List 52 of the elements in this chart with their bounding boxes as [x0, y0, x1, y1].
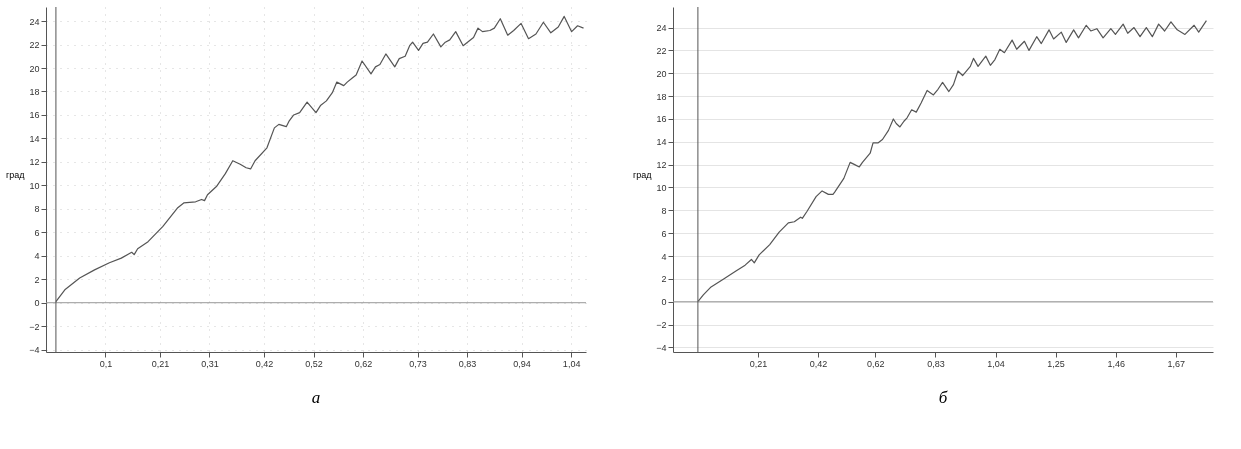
x-tick-label: 1,04 [562, 358, 581, 369]
y-tick-label: 16 [29, 110, 40, 121]
y-tick-label: 8 [34, 204, 40, 215]
x-tick-label: 0,83 [927, 358, 945, 369]
y-tick-label: 20 [29, 63, 40, 74]
y-tick-label: 14 [29, 133, 40, 144]
x-tick-label: 1,67 [1167, 358, 1186, 369]
y-tick-label: 10 [656, 183, 667, 193]
y-tick-label: 22 [656, 45, 667, 56]
y-tick-label: 4 [661, 251, 667, 262]
y-tick-label: −2 [29, 321, 40, 332]
x-tick-label: 0,62 [354, 358, 373, 369]
x-tick-label: 0,83 [458, 358, 477, 369]
y-axis-title: град [632, 170, 653, 180]
x-tick-label: 1,46 [1107, 358, 1125, 369]
x-tick-label: 0,42 [255, 358, 274, 369]
y-tick-label: 8 [661, 205, 667, 216]
y-tick-label: 12 [656, 160, 667, 171]
x-tick-label: 0,1 [99, 358, 113, 369]
y-tick-label: 12 [29, 157, 40, 168]
y-tick-label: 0 [661, 297, 667, 308]
x-tick-label: 0,52 [305, 358, 323, 369]
x-tick-label: 0,62 [867, 358, 885, 369]
y-tick-label: −2 [656, 320, 667, 331]
y-tick-label: 10 [29, 180, 40, 191]
y-tick-label: 18 [29, 86, 40, 97]
y-tick-label: 2 [34, 274, 40, 285]
y-tick-label: 14 [656, 137, 667, 148]
x-tick-label: 1,25 [1047, 358, 1065, 369]
x-tick-label: 0,21 [749, 358, 768, 369]
x-tick-label: 0,94 [513, 358, 531, 369]
y-tick-label: −4 [29, 345, 40, 356]
y-tick-label: 16 [656, 114, 667, 125]
text: а [311, 388, 321, 407]
x-tick-label: 1,04 [987, 358, 1005, 369]
x-tick-label: 0,73 [409, 358, 427, 369]
x-tick-label: 0,42 [809, 358, 828, 369]
y-tick-label: 20 [656, 68, 667, 79]
y-tick-label: 18 [656, 91, 667, 102]
x-tick-label: 0,31 [201, 358, 219, 369]
y-tick-label: 6 [661, 228, 667, 239]
y-tick-label: 24 [656, 23, 667, 34]
y-axis-title: град [5, 170, 26, 180]
y-tick-label: 2 [661, 274, 667, 285]
x-tick-label: 0,21 [151, 358, 170, 369]
y-tick-label: 22 [29, 40, 40, 51]
text: б [938, 388, 948, 407]
y-tick-label: 4 [34, 251, 40, 262]
y-tick-label: 24 [29, 16, 40, 27]
y-tick-label: 6 [34, 227, 40, 238]
y-tick-label: −4 [656, 342, 667, 353]
y-tick-label: 0 [34, 298, 40, 309]
